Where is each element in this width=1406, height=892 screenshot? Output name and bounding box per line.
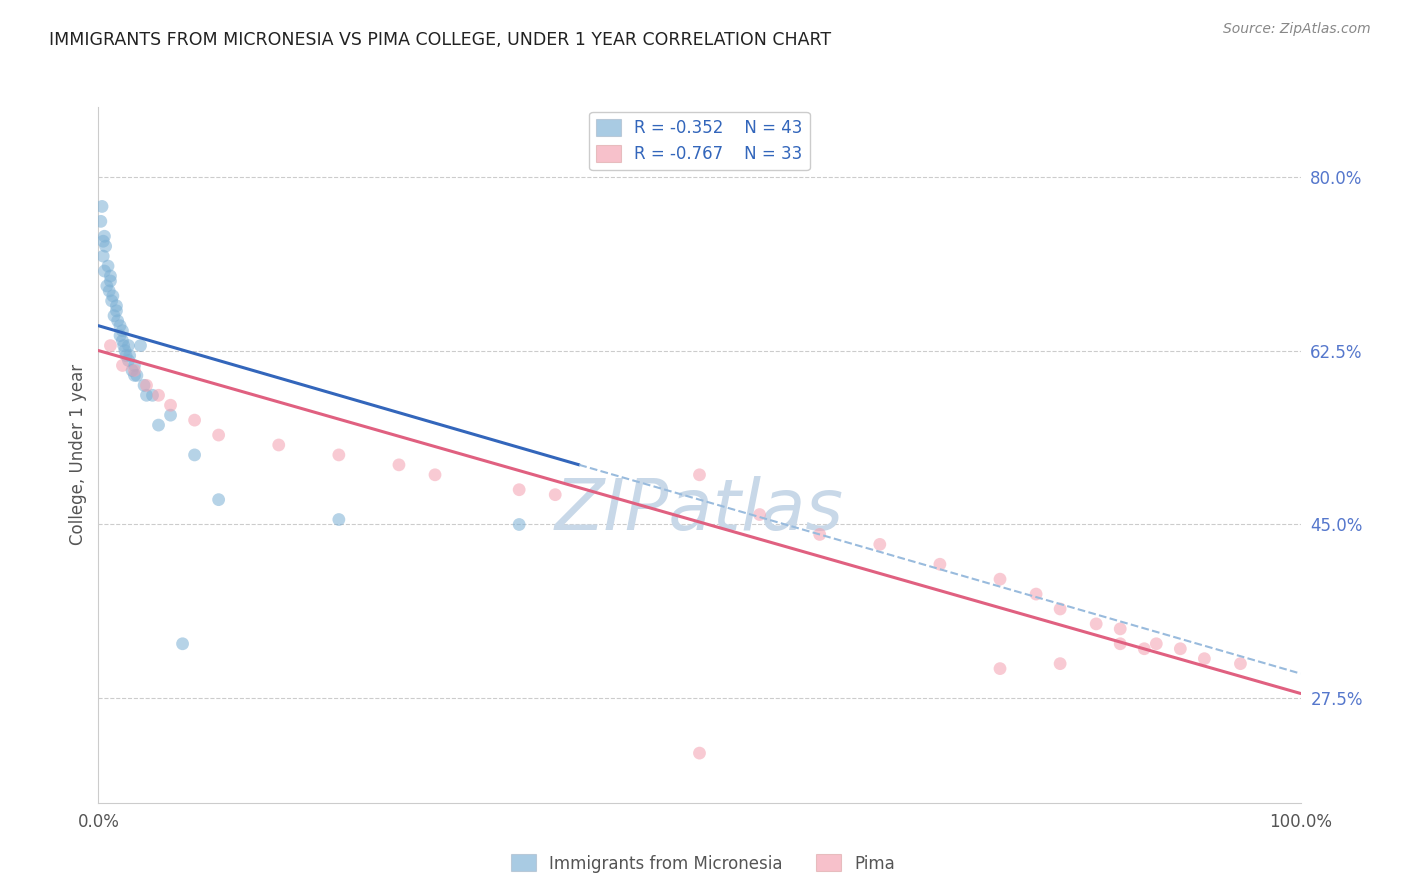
Point [508,517,530,532]
Point [1025,587,1047,601]
Point [91,234,114,248]
Point [101,289,124,303]
Point [988,662,1011,676]
Text: ZIPatlas: ZIPatlas [555,476,844,545]
Point [117,353,139,368]
Point [544,488,567,502]
Point [96,279,118,293]
Point [1109,637,1132,651]
Point [100,338,122,352]
Point [124,363,146,377]
Point [103,309,125,323]
Point [114,343,136,358]
Point [267,438,290,452]
Point [183,413,205,427]
Point [508,483,530,497]
Point [135,388,157,402]
Point [91,249,114,263]
Point [208,428,231,442]
Point [94,239,117,253]
Point [1085,616,1108,631]
Point [1229,657,1251,671]
Point [423,467,446,482]
Point [132,378,155,392]
Point [208,492,231,507]
Point [689,746,711,760]
Point [172,637,194,651]
Point [748,508,770,522]
Point [1133,641,1156,656]
Text: IMMIGRANTS FROM MICRONESIA VS PIMA COLLEGE, UNDER 1 YEAR CORRELATION CHART: IMMIGRANTS FROM MICRONESIA VS PIMA COLLE… [49,31,831,49]
Point [1049,602,1071,616]
Point [100,268,122,283]
Legend: Immigrants from Micronesia, Pima: Immigrants from Micronesia, Pima [505,847,901,880]
Point [100,274,122,288]
Point [112,338,135,352]
Point [328,512,350,526]
Point [125,368,148,383]
Point [124,359,146,373]
Point [108,328,131,343]
Point [148,418,170,433]
Point [148,388,170,402]
Point [98,284,121,298]
Y-axis label: College, Under 1 year: College, Under 1 year [69,364,87,546]
Point [1194,651,1216,665]
Point [1170,641,1192,656]
Point [108,318,131,333]
Point [111,359,134,373]
Point [97,259,120,273]
Point [808,527,831,541]
Point [111,324,134,338]
Point [1144,637,1167,651]
Point [988,572,1011,586]
Point [1049,657,1071,671]
Point [159,398,181,412]
Point [118,349,141,363]
Point [117,338,139,352]
Point [869,537,891,551]
Point [1109,622,1132,636]
Point [115,349,138,363]
Point [129,338,152,352]
Point [328,448,350,462]
Point [183,448,205,462]
Point [141,388,163,402]
Text: Source: ZipAtlas.com: Source: ZipAtlas.com [1223,22,1371,37]
Point [124,368,146,383]
Point [689,467,711,482]
Point [121,363,143,377]
Point [159,408,181,422]
Point [111,334,134,348]
Point [107,314,129,328]
Point [105,303,128,318]
Point [135,378,157,392]
Point [93,264,115,278]
Point [105,299,128,313]
Point [93,229,115,244]
Point [388,458,411,472]
Point [100,293,122,308]
Point [928,558,950,572]
Point [90,214,112,228]
Point [91,199,114,213]
Legend: R = -0.352    N = 43, R = -0.767    N = 33: R = -0.352 N = 43, R = -0.767 N = 33 [589,112,810,169]
